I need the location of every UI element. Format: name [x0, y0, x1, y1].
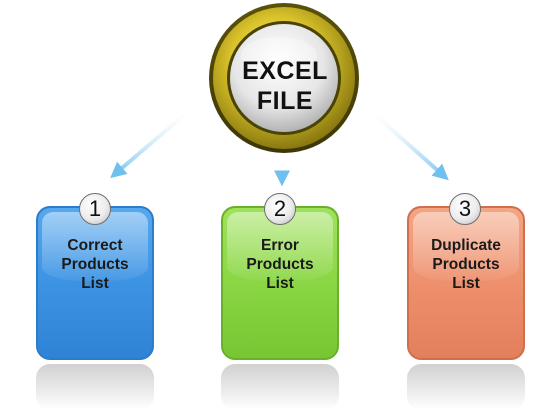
- node-1-box: Correct Products List: [36, 206, 154, 360]
- node-1-label-line-3: List: [81, 275, 109, 292]
- node-1-label-line-2: Products: [61, 256, 129, 273]
- node-3-label-line-1: Duplicate: [431, 237, 501, 254]
- node-2-number-badge: 2: [264, 193, 296, 225]
- node-2-label: Error Products List: [223, 236, 337, 293]
- hub-label-line-2: FILE: [256, 87, 314, 115]
- node-1-label-line-1: Correct: [67, 237, 123, 254]
- node-2-reflection: [221, 364, 339, 410]
- node-2-label-line-2: Products: [246, 256, 314, 273]
- hub-center: [230, 24, 338, 132]
- hub-label-line-1: EXCEL: [242, 57, 328, 85]
- node-3-reflection: [407, 364, 525, 410]
- arrow-to-node-3: [370, 110, 449, 181]
- node-3-label-line-3: List: [452, 275, 480, 292]
- hub-label: EXCEL FILE: [226, 56, 344, 116]
- hub-highlight: [241, 37, 317, 73]
- node-3-number-badge: 3: [449, 193, 481, 225]
- node-1-reflection: [36, 364, 154, 410]
- node-1-label: Correct Products List: [38, 236, 152, 293]
- node-1-number-badge: 1: [79, 193, 111, 225]
- node-3-label: Duplicate Products List: [409, 236, 523, 293]
- node-2-box: Error Products List: [221, 206, 339, 360]
- node-2-label-line-1: Error: [261, 237, 299, 254]
- node-3-label-line-2: Products: [432, 256, 500, 273]
- node-3-box: Duplicate Products List: [407, 206, 525, 360]
- arrow-to-node-1: [110, 108, 192, 179]
- node-2-label-line-3: List: [266, 275, 294, 292]
